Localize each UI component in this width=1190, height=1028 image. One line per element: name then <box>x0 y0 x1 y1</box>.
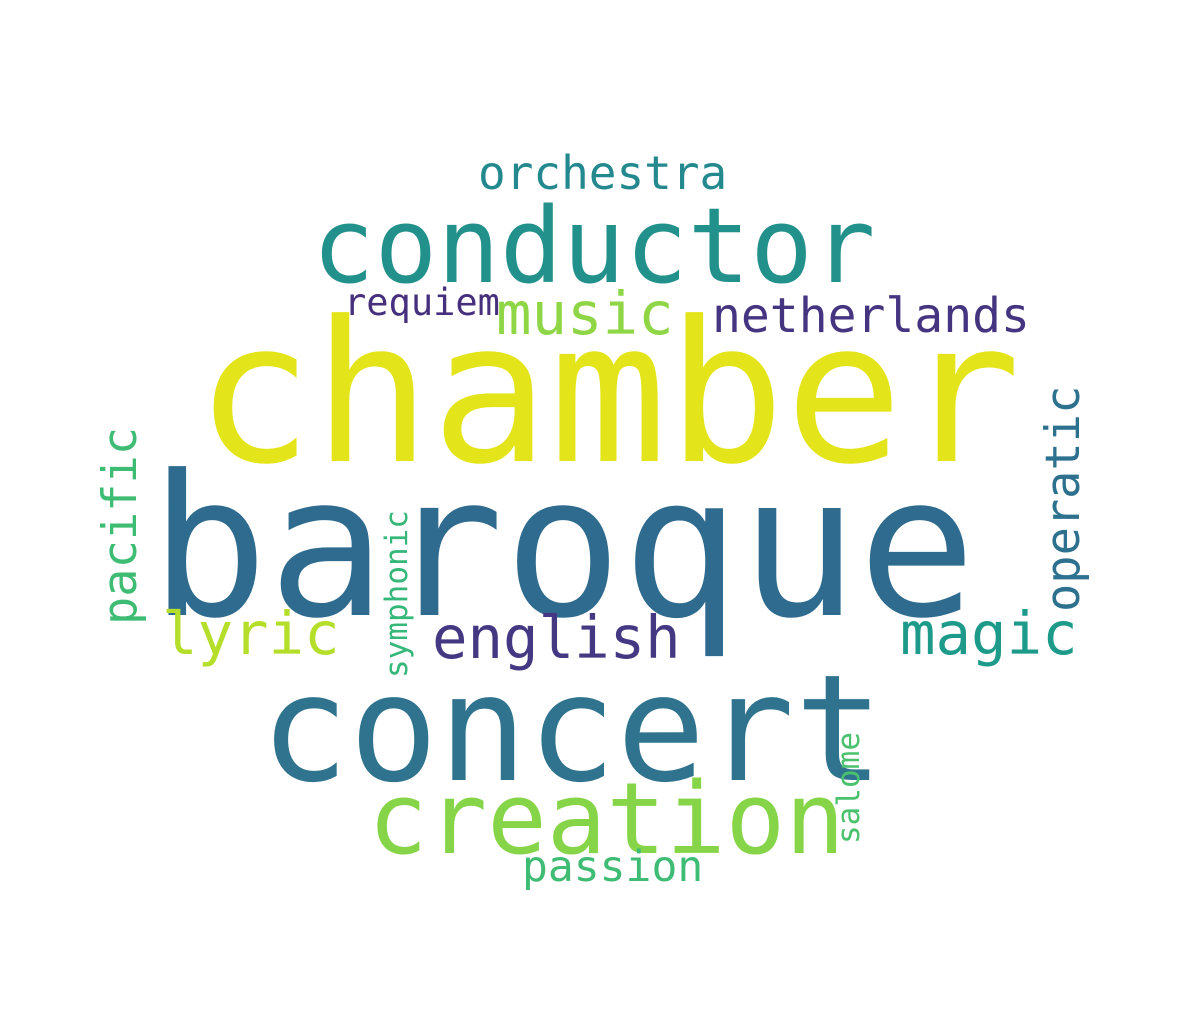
word-english: english <box>432 603 681 672</box>
word-symphonic: symphonic <box>379 510 415 678</box>
word-magic: magic <box>900 599 1078 668</box>
word-netherlands: netherlands <box>712 288 1030 344</box>
word-orchestra: orchestra <box>478 146 728 200</box>
word-passion: passion <box>522 842 704 892</box>
word-music: music <box>496 279 674 348</box>
word-salome: salome <box>831 732 867 844</box>
word-creation: creation <box>368 762 845 877</box>
word-pacific: pacific <box>93 426 148 625</box>
word-lyric: lyric <box>162 599 340 668</box>
word-conductor: conductor <box>312 185 876 307</box>
word-requiem: requiem <box>344 281 500 324</box>
word-concert: concert <box>260 643 884 815</box>
word-baroque: baroque <box>150 434 977 662</box>
word-chamber: chamber <box>195 280 1022 508</box>
word-operatic: operatic <box>1036 385 1091 612</box>
